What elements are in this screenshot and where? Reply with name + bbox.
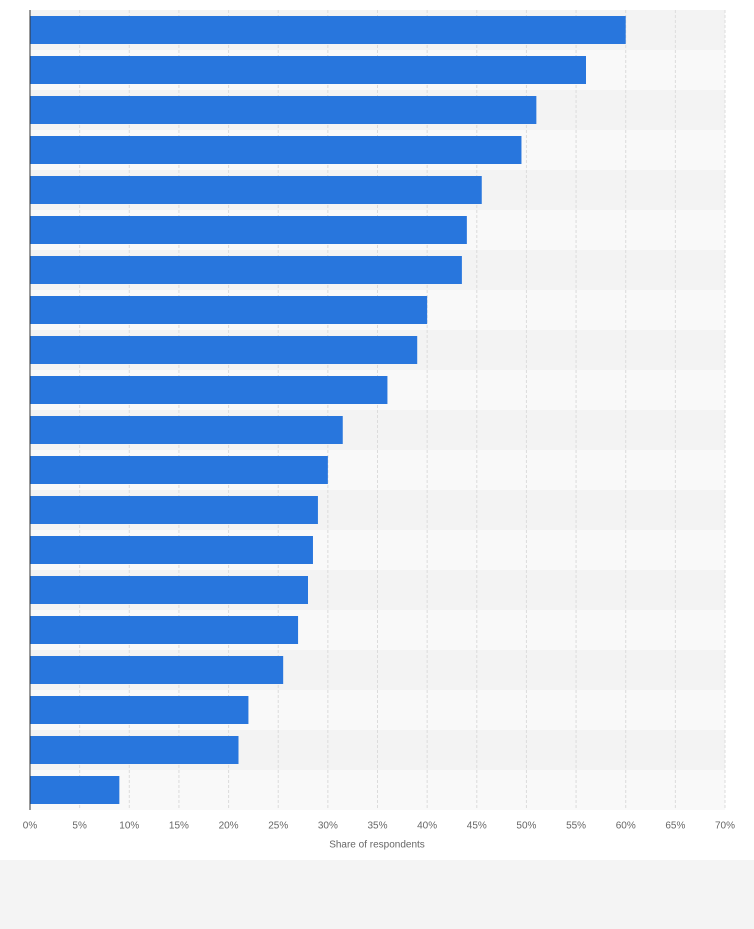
bar <box>30 536 313 564</box>
x-tick-label: 50% <box>516 821 536 832</box>
x-tick-label: 70% <box>715 821 735 832</box>
bar <box>30 776 120 804</box>
x-tick-label: 55% <box>566 821 586 832</box>
x-tick-label: 20% <box>219 821 239 832</box>
bar <box>30 256 462 284</box>
bar <box>30 16 626 44</box>
x-tick-label: 35% <box>367 821 387 832</box>
x-tick-label: 15% <box>169 821 189 832</box>
x-tick-label: 0% <box>23 821 38 832</box>
bar <box>30 696 249 724</box>
x-tick-label: 30% <box>318 821 338 832</box>
bar <box>30 296 428 324</box>
bar <box>30 336 418 364</box>
bar <box>30 496 318 524</box>
x-tick-label: 45% <box>467 821 487 832</box>
bar <box>30 616 299 644</box>
bar <box>30 136 522 164</box>
x-tick-label: 40% <box>417 821 437 832</box>
bar <box>30 216 467 244</box>
x-tick-label: 60% <box>616 821 636 832</box>
bar <box>30 176 482 204</box>
x-tick-label: 25% <box>268 821 288 832</box>
bar <box>30 96 537 124</box>
x-tick-label: 5% <box>72 821 87 832</box>
bar <box>30 456 328 484</box>
x-tick-label: 10% <box>119 821 139 832</box>
bar <box>30 376 388 404</box>
bar <box>30 736 239 764</box>
bar <box>30 576 308 604</box>
x-tick-label: 65% <box>665 821 685 832</box>
bar <box>30 416 343 444</box>
x-axis-label: Share of respondents <box>329 840 425 851</box>
bar <box>30 56 586 84</box>
bar <box>30 656 284 684</box>
